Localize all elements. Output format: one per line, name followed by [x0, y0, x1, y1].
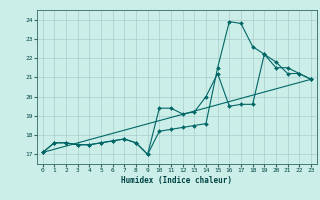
X-axis label: Humidex (Indice chaleur): Humidex (Indice chaleur) — [121, 176, 232, 185]
